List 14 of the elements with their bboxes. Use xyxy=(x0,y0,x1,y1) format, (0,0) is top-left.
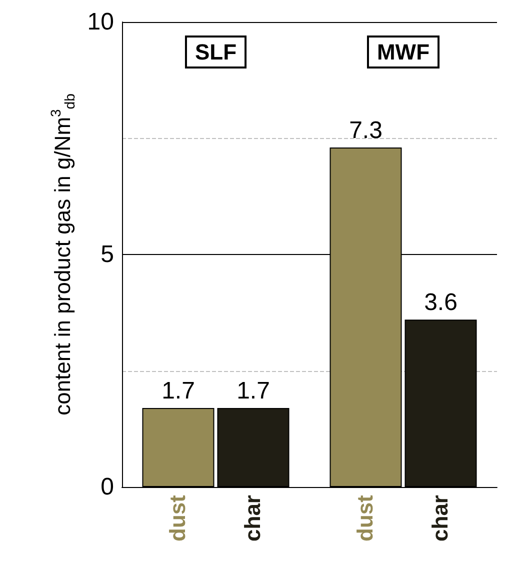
y-tick-label: 10 xyxy=(87,8,114,36)
x-tick-label: char xyxy=(427,494,452,542)
data-label: 7.3 xyxy=(349,117,382,144)
x-tick-label: dust xyxy=(164,494,190,542)
data-label: 3.6 xyxy=(424,289,458,316)
y-axis-title: content in product gas in g/Nm3db xyxy=(47,93,78,416)
x-tick-label: char xyxy=(240,494,265,542)
annotation: SLF xyxy=(194,40,237,64)
annotation: MWF xyxy=(376,40,430,64)
data-label: 1.7 xyxy=(162,377,195,404)
y-tick-label: 0 xyxy=(100,474,114,500)
x-tick-label: dust xyxy=(352,494,378,542)
y-tick-label: 5 xyxy=(100,241,114,268)
data-label: 1.7 xyxy=(236,377,270,404)
